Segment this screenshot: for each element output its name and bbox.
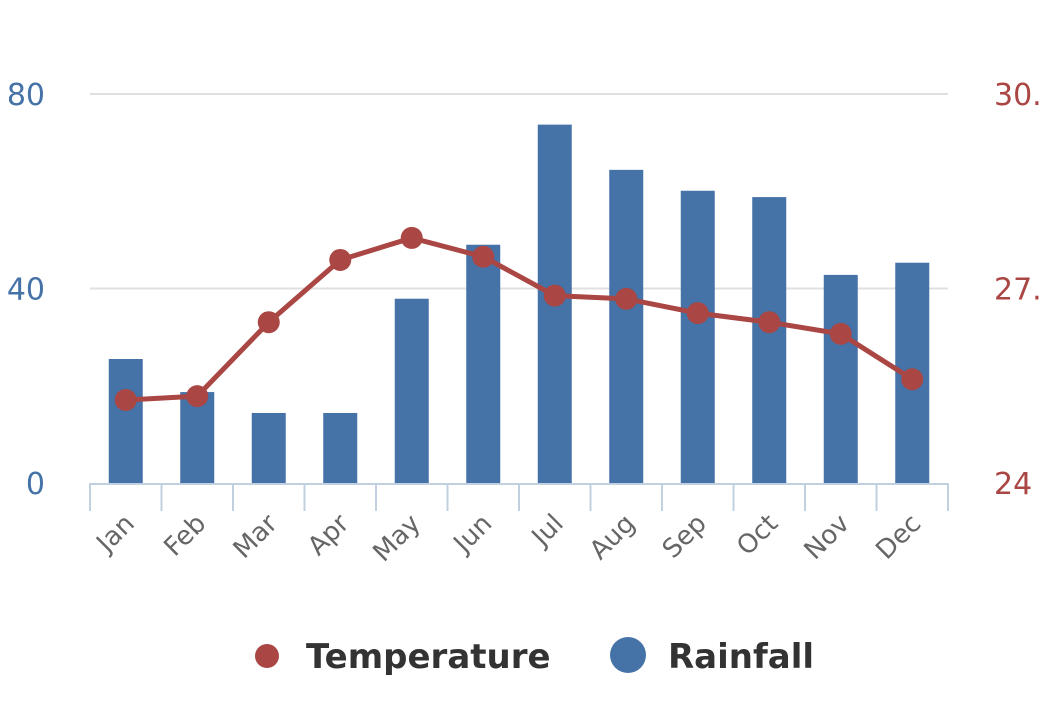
temperature-point <box>543 284 566 307</box>
x-axis-label: Feb <box>158 509 212 563</box>
temperature-point <box>472 245 495 268</box>
rainfall-bar <box>323 412 358 483</box>
x-axis-label: May <box>367 509 426 568</box>
rainfall-bar <box>251 412 286 483</box>
rainfall-bar <box>180 392 215 483</box>
right-axis-tick-label: 27.0 <box>994 273 1042 308</box>
x-axis-label: Jun <box>447 509 498 560</box>
x-axis-label: Mar <box>228 509 284 565</box>
x-axis-label: Sep <box>657 509 713 565</box>
left-axis-tick-label: 0 <box>26 467 45 502</box>
temperature-point <box>329 248 352 271</box>
temperature-point <box>400 226 423 249</box>
right-axis-tick-label: 30.0 <box>994 78 1042 113</box>
temperature-point <box>829 322 852 345</box>
rainfall-bar <box>752 197 787 483</box>
rainfall-bar <box>680 190 715 484</box>
temperature-point <box>686 302 709 325</box>
legend-temperature-label: Temperature <box>306 637 551 677</box>
rainfall-bar <box>394 298 429 483</box>
left-axis-tick-label: 80 <box>7 78 45 113</box>
rainfall-bar <box>609 169 644 484</box>
x-axis-label: Apr <box>302 509 355 562</box>
temperature-line <box>125 235 914 403</box>
temperature-point <box>901 368 924 391</box>
x-axis-label: Nov <box>799 509 856 566</box>
x-axis-label: Aug <box>584 509 641 566</box>
legend-rainfall-marker <box>610 637 646 673</box>
x-axis-label: Dec <box>870 509 927 566</box>
temperature-point <box>615 287 638 310</box>
rainfall-bar <box>823 274 858 483</box>
x-axis-label: Oct <box>731 509 784 562</box>
x-axis-label: Jul <box>525 509 570 554</box>
temperature-point <box>758 311 781 334</box>
temperature-point <box>257 311 280 334</box>
temperature-point <box>114 389 137 412</box>
x-axis-label: Jan <box>90 509 141 560</box>
right-axis-tick-label: 24 <box>994 467 1032 502</box>
legend-rainfall-label: Rainfall <box>668 637 814 677</box>
temperature-point <box>186 385 209 408</box>
legend-temperature-marker <box>255 644 279 668</box>
left-axis-tick-label: 40 <box>7 273 45 308</box>
rainfall-bar <box>108 359 143 483</box>
rainfall-bar <box>466 244 501 483</box>
